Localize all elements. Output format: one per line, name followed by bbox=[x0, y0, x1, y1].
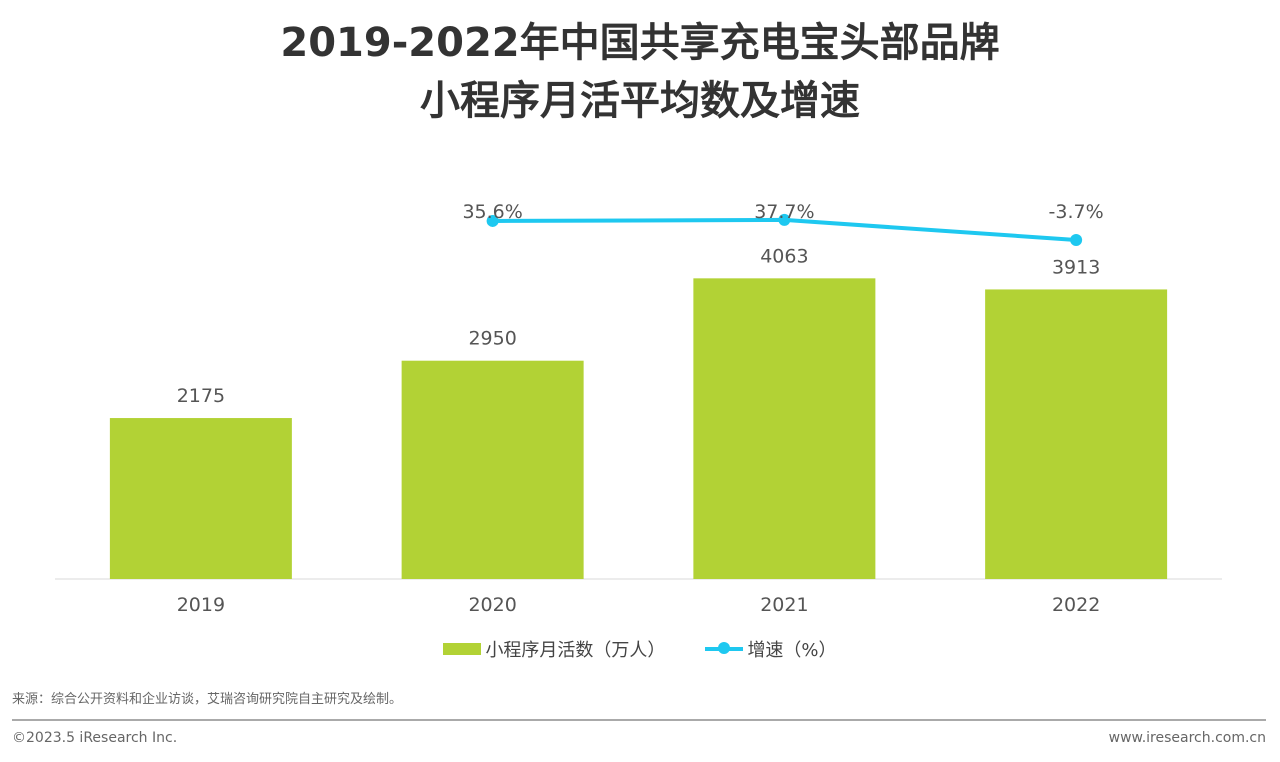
legend: 小程序月活数（万人） 增速（%） bbox=[0, 636, 1280, 662]
footer-divider bbox=[12, 719, 1266, 721]
bar-label-2019: 2175 bbox=[177, 385, 225, 407]
legend-label-bar: 小程序月活数（万人） bbox=[485, 640, 666, 661]
x-tick-2020: 2020 bbox=[468, 594, 516, 616]
x-tick-2022: 2022 bbox=[1052, 594, 1100, 616]
legend-item-bar: 小程序月活数（万人） bbox=[443, 636, 665, 662]
growth-label-2020: 35.6% bbox=[462, 201, 522, 223]
bar-2020 bbox=[401, 360, 584, 579]
bar-label-2021: 4063 bbox=[760, 245, 808, 267]
source-note: 来源：综合公开资料和企业访谈，艾瑞咨询研究院自主研究及绘制。 bbox=[12, 692, 403, 707]
growth-label-2021: 37.7% bbox=[754, 201, 814, 223]
x-tick-2021: 2021 bbox=[760, 594, 808, 616]
legend-bar-swatch bbox=[443, 643, 482, 655]
chart-area: 2175 2019 2950 2020 4063 2021 3913 2022 35.6% 37.… bbox=[55, 201, 1222, 616]
bar-2022 bbox=[985, 289, 1168, 579]
legend-label-line: 增速（%） bbox=[747, 640, 837, 661]
legend-line-swatch bbox=[705, 642, 744, 654]
growth-point-2020 bbox=[486, 214, 499, 227]
legend-item-line: 增速（%） bbox=[705, 636, 837, 662]
copyright: ©2023.5 iResearch Inc. bbox=[12, 730, 178, 746]
growth-point-2022 bbox=[1070, 234, 1083, 246]
bar-2019 bbox=[109, 418, 292, 579]
chart-title-line1: 2019-2022年中国共享充电宝头部品牌 bbox=[280, 20, 1000, 66]
chart-title-line2: 小程序月活平均数及增速 bbox=[420, 78, 860, 124]
website-link[interactable]: www.iresearch.com.cn bbox=[1108, 730, 1266, 746]
x-tick-2019: 2019 bbox=[177, 594, 225, 616]
growth-point-2021 bbox=[778, 213, 791, 226]
growth-label-2022: -3.7% bbox=[1049, 201, 1104, 223]
bar-label-2020: 2950 bbox=[468, 328, 516, 350]
bar-label-2022: 3913 bbox=[1052, 256, 1100, 278]
bar-2021 bbox=[693, 278, 876, 579]
